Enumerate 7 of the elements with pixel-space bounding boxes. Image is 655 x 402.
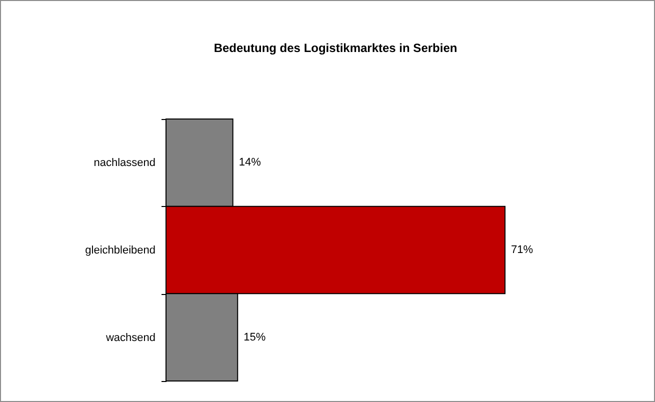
data-label: 14% bbox=[238, 156, 262, 169]
chart-title: Bedeutung des Logistikmarktes in Serbien bbox=[214, 41, 458, 55]
data-label: 15% bbox=[244, 331, 266, 344]
y-tick-label: nachlassend bbox=[94, 157, 156, 170]
y-tick-label: gleichbleibend bbox=[85, 244, 156, 256]
data-label: 71% bbox=[511, 244, 534, 256]
y-tick-label: wachsend bbox=[104, 332, 156, 344]
